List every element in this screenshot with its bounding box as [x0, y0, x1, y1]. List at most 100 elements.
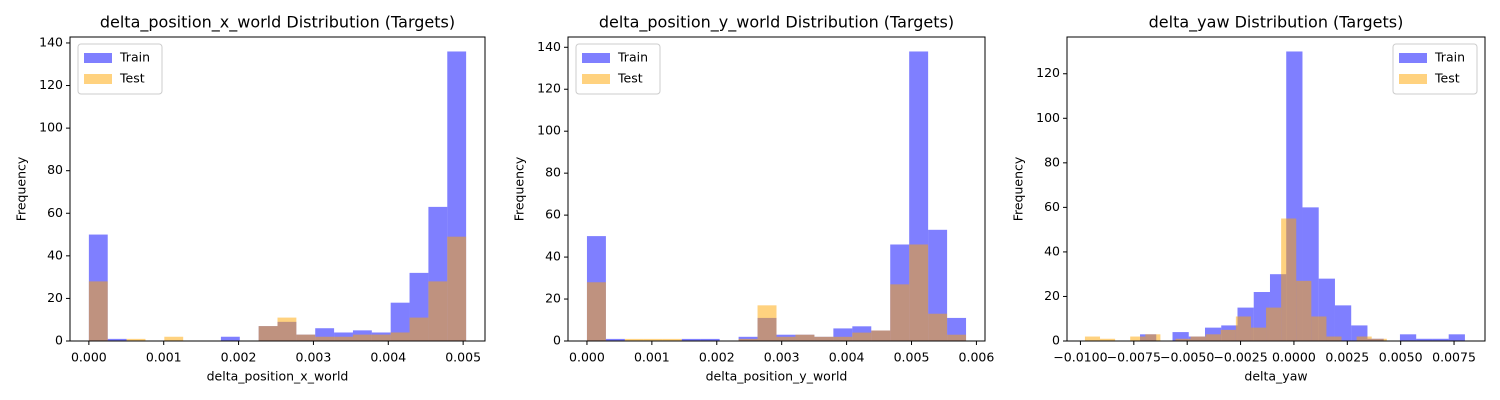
y-tick-label: 20 — [47, 290, 63, 305]
hist-bar — [1432, 338, 1449, 341]
hist-bar — [833, 336, 853, 341]
hist-bar — [1190, 336, 1206, 341]
y-tick-label: 40 — [47, 247, 63, 262]
x-tick-label: 0.002 — [699, 350, 735, 365]
x-tick-label: 0.003 — [296, 350, 332, 365]
x-tick-label: 0.002 — [221, 350, 257, 365]
chart-title: delta_position_x_world Distribution (Tar… — [100, 13, 455, 33]
x-tick-label: 0.001 — [146, 350, 182, 365]
hist-bar — [1416, 338, 1433, 341]
hist-bar — [947, 334, 967, 341]
hist-bar — [757, 305, 777, 341]
y-tick-label: 100 — [537, 123, 561, 138]
y-tick-label: 120 — [39, 77, 63, 92]
y-tick-label: 0 — [55, 333, 63, 348]
y-tick-label: 0 — [1052, 333, 1060, 348]
y-tick-label: 40 — [1044, 243, 1060, 258]
hist-bar — [852, 332, 872, 341]
hist-bar — [776, 336, 796, 341]
legend-swatch — [84, 74, 112, 84]
x-axis-label: delta_position_y_world — [706, 369, 848, 384]
axes-frame — [567, 36, 986, 342]
hist-bar — [1235, 316, 1251, 341]
chart-title: delta_position_y_world Distribution (Tar… — [599, 13, 954, 33]
hist-bar — [296, 334, 316, 341]
hist-bar — [1334, 305, 1352, 341]
y-tick-label: 20 — [1044, 288, 1060, 303]
hist-bar — [107, 338, 127, 341]
hist-bar — [1311, 316, 1327, 341]
x-tick-label: 0.005 — [445, 350, 481, 365]
y-tick-label: 20 — [545, 291, 561, 306]
hist-bar — [1172, 332, 1189, 341]
hist-bar — [1220, 329, 1236, 341]
hist-bar — [871, 330, 891, 341]
y-axis-label: Frequency — [14, 156, 29, 221]
hist-bar — [1100, 338, 1116, 341]
hist-bar — [390, 302, 410, 341]
hist-bar — [409, 317, 429, 341]
hist-bar — [795, 334, 815, 341]
x-axis-label: delta_position_x_world — [207, 369, 349, 384]
hist-bar — [126, 338, 146, 341]
hist-bar — [1145, 334, 1161, 341]
x-tick-label: 0.001 — [634, 350, 670, 365]
legend-label: Test — [119, 71, 145, 86]
y-axis-label: Frequency — [512, 156, 527, 221]
hist-bar — [1448, 334, 1465, 341]
hist-bar — [277, 317, 297, 341]
x-tick-label: 0.0000 — [1272, 350, 1316, 365]
y-tick-label: 60 — [545, 207, 561, 222]
hist-bar — [315, 336, 335, 341]
y-tick-label: 120 — [537, 81, 561, 96]
y-tick-label: 0 — [553, 333, 561, 348]
hist-bar — [164, 336, 184, 341]
hist-bar — [1281, 218, 1297, 341]
x-tick-label: −0.0100 — [1053, 350, 1107, 365]
x-tick-label: −0.0075 — [1107, 350, 1161, 365]
chart-title: delta_yaw Distribution (Targets) — [1149, 13, 1404, 33]
hist-bar — [334, 336, 353, 341]
hist-bar — [1399, 334, 1417, 341]
hist-bar — [258, 326, 278, 341]
x-tick-label: 0.0075 — [1432, 350, 1476, 365]
legend-swatch — [84, 53, 112, 63]
legend-label: Train — [617, 50, 648, 65]
legend-label: Train — [1434, 50, 1465, 65]
y-tick-label: 120 — [1036, 65, 1060, 80]
hist-bar — [1250, 327, 1267, 341]
legend-swatch — [582, 53, 610, 63]
y-tick-label: 60 — [1044, 199, 1060, 214]
y-tick-label: 40 — [545, 249, 561, 264]
hist-bar — [643, 338, 663, 341]
legend: Train Test — [575, 43, 661, 95]
y-tick-label: 80 — [1044, 154, 1060, 169]
hist-bar — [1326, 336, 1342, 341]
hist-bar — [662, 338, 682, 341]
hist-bar — [909, 244, 929, 341]
legend-label: Test — [617, 71, 643, 86]
hist-bar — [1084, 336, 1101, 341]
x-axis-label: delta_yaw — [1244, 369, 1307, 384]
legend-label: Test — [1434, 71, 1460, 86]
hist-bar — [1356, 336, 1372, 341]
hist-bar — [1205, 334, 1221, 341]
hist-bar — [681, 338, 701, 341]
hist-bar — [371, 334, 391, 341]
y-tick-label: 140 — [39, 34, 63, 49]
legend-label: Train — [119, 50, 150, 65]
hist-bar — [928, 229, 948, 341]
legend-swatch — [1399, 53, 1427, 63]
hist-bar — [220, 336, 240, 341]
x-tick-label: 0.000 — [71, 350, 107, 365]
legend-swatch — [1399, 74, 1427, 84]
axes-frame — [1066, 36, 1486, 342]
x-tick-label: 0.0025 — [1325, 350, 1369, 365]
y-tick-label: 100 — [1036, 110, 1060, 125]
y-tick-label: 80 — [545, 165, 561, 180]
x-tick-label: 0.003 — [764, 350, 800, 365]
x-tick-label: −0.0025 — [1213, 350, 1267, 365]
x-tick-label: −0.0050 — [1160, 350, 1214, 365]
hist-bar — [738, 338, 758, 341]
